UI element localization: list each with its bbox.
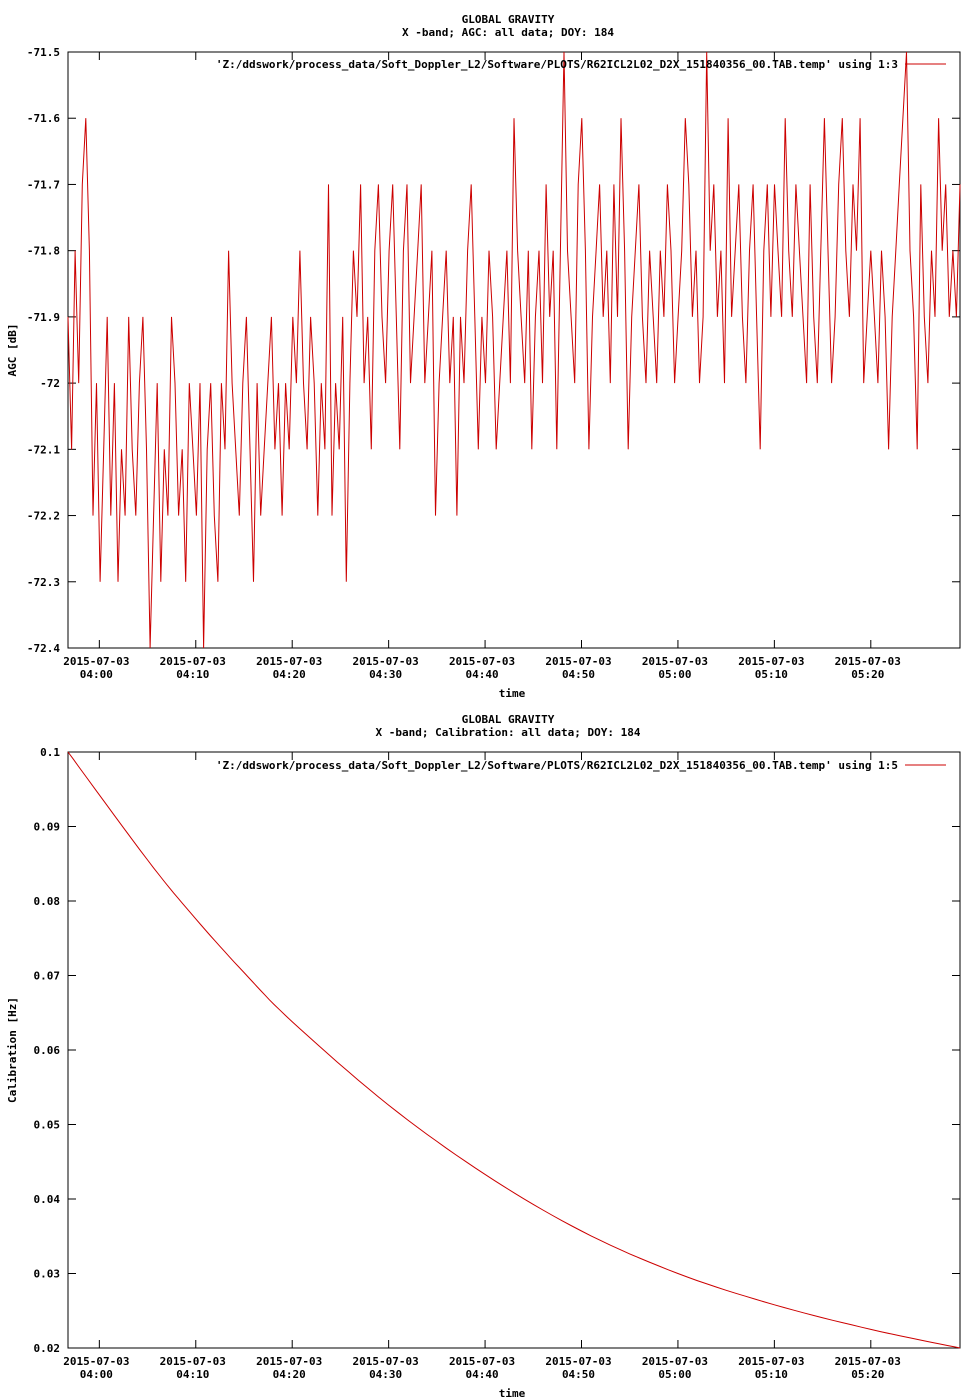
- plot-frame: [67, 51, 961, 649]
- y-tick-label: 0.03: [34, 1268, 61, 1281]
- x-axis-label: time: [499, 1387, 526, 1400]
- x-tick-date: 2015-07-03: [160, 655, 226, 668]
- y-tick-label: -72.1: [27, 443, 60, 456]
- x-axis-label: time: [499, 687, 526, 700]
- x-tick-date: 2015-07-03: [642, 655, 708, 668]
- x-tick-time: 05:10: [755, 668, 788, 681]
- y-tick-label: -72.3: [27, 576, 60, 589]
- x-tick-time: 05:00: [658, 1368, 691, 1381]
- x-tick-time: 04:00: [80, 1368, 113, 1381]
- x-tick-date: 2015-07-03: [256, 655, 322, 668]
- y-tick-label: 0.05: [34, 1119, 61, 1132]
- y-tick-label: 0.07: [34, 970, 61, 983]
- y-axis-label: AGC [dB]: [6, 324, 19, 377]
- y-tick-label: -72.4: [27, 642, 60, 655]
- legend-label: 'Z:/ddswork/process_data/Soft_Doppler_L2…: [216, 759, 898, 772]
- x-tick-date: 2015-07-03: [256, 1355, 322, 1368]
- y-tick-label: 0.08: [34, 895, 61, 908]
- chart-subtitle: X -band; Calibration: all data; DOY: 184: [376, 726, 641, 739]
- x-tick-date: 2015-07-03: [160, 1355, 226, 1368]
- y-tick-label: -71.7: [27, 178, 60, 191]
- x-tick-time: 04:20: [273, 668, 306, 681]
- series-line: [67, 751, 961, 1349]
- x-tick-date: 2015-07-03: [738, 1355, 804, 1368]
- x-tick-date: 2015-07-03: [835, 655, 901, 668]
- y-tick-label: 0.1: [40, 746, 60, 759]
- x-tick-date: 2015-07-03: [642, 1355, 708, 1368]
- y-tick-label: 0.06: [34, 1044, 61, 1057]
- x-tick-time: 05:20: [851, 668, 884, 681]
- x-tick-time: 04:40: [466, 668, 499, 681]
- x-tick-time: 05:10: [755, 1368, 788, 1381]
- x-tick-date: 2015-07-03: [449, 655, 515, 668]
- x-tick-time: 04:20: [273, 1368, 306, 1381]
- x-tick-date: 2015-07-03: [63, 655, 129, 668]
- y-tick-label: -71.6: [27, 112, 60, 125]
- series-line: [67, 51, 961, 649]
- x-tick-date: 2015-07-03: [353, 655, 419, 668]
- x-tick-time: 04:10: [176, 1368, 209, 1381]
- x-tick-time: 05:00: [658, 668, 691, 681]
- y-tick-label: 0.04: [34, 1193, 61, 1206]
- x-tick-time: 04:40: [466, 1368, 499, 1381]
- x-tick-time: 05:20: [851, 1368, 884, 1381]
- x-tick-time: 04:30: [369, 1368, 402, 1381]
- x-tick-time: 04:30: [369, 668, 402, 681]
- y-tick-label: -72.2: [27, 510, 60, 523]
- legend-label: 'Z:/ddswork/process_data/Soft_Doppler_L2…: [216, 58, 898, 71]
- x-tick-date: 2015-07-03: [835, 1355, 901, 1368]
- x-tick-time: 04:50: [562, 1368, 595, 1381]
- chart-title: GLOBAL GRAVITY: [462, 13, 555, 26]
- y-axis-label: Calibration [Hz]: [6, 997, 19, 1103]
- x-tick-time: 04:00: [80, 668, 113, 681]
- y-tick-label: -72: [40, 377, 60, 390]
- y-tick-label: -71.9: [27, 311, 60, 324]
- chart-title: GLOBAL GRAVITY: [462, 713, 555, 726]
- plot-frame: [67, 751, 961, 1349]
- y-tick-label: -71.5: [27, 46, 60, 59]
- x-tick-date: 2015-07-03: [449, 1355, 515, 1368]
- y-tick-label: 0.02: [34, 1342, 61, 1355]
- x-tick-date: 2015-07-03: [63, 1355, 129, 1368]
- y-tick-label: -71.8: [27, 245, 60, 258]
- x-tick-date: 2015-07-03: [738, 655, 804, 668]
- x-tick-date: 2015-07-03: [353, 1355, 419, 1368]
- x-tick-date: 2015-07-03: [545, 1355, 611, 1368]
- x-tick-date: 2015-07-03: [545, 655, 611, 668]
- x-tick-time: 04:50: [562, 668, 595, 681]
- x-tick-time: 04:10: [176, 668, 209, 681]
- y-tick-label: 0.09: [34, 821, 61, 834]
- chart-subtitle: X -band; AGC: all data; DOY: 184: [402, 26, 614, 39]
